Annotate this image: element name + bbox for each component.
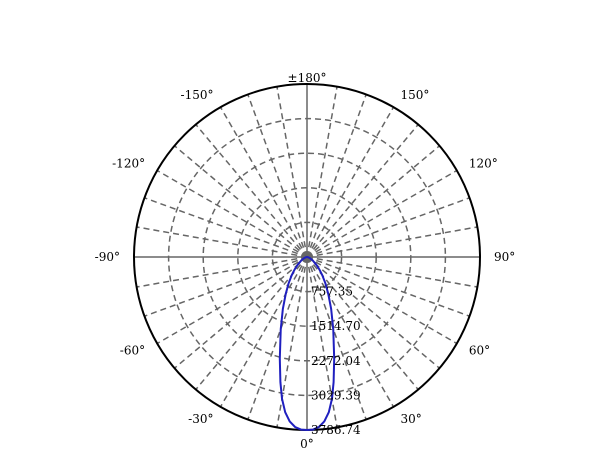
angular-tick-label: 60° xyxy=(469,344,490,358)
grid-spoke xyxy=(156,169,308,258)
radial-tick-label: 757.35 xyxy=(311,285,353,299)
radial-tick-label: 2272.04 xyxy=(311,354,361,368)
radial-tick-label: 1514.70 xyxy=(311,319,361,333)
grid-spoke xyxy=(219,256,308,408)
grid-spoke xyxy=(173,256,308,369)
grid-spoke xyxy=(306,256,458,345)
angular-tick-label: -60° xyxy=(120,344,145,358)
radial-tick-label: 3029.39 xyxy=(311,388,361,402)
grid-spoke xyxy=(306,256,419,391)
grid-spoke xyxy=(306,169,458,258)
grid-spoke xyxy=(306,256,441,369)
series-layer xyxy=(278,256,336,431)
grid-spoke xyxy=(195,256,308,391)
angular-tick-label: -120° xyxy=(112,157,145,171)
grid-spoke xyxy=(144,197,308,258)
grid-spoke xyxy=(306,106,395,258)
angular-tick-label: 120° xyxy=(469,157,498,171)
grid-spoke xyxy=(136,226,308,258)
angular-tick-label: -30° xyxy=(188,412,213,426)
grid-spoke xyxy=(306,226,478,258)
grid-spoke xyxy=(306,86,338,258)
radial-tick-label: 3786.74 xyxy=(311,423,361,437)
grid-spoke xyxy=(306,145,441,258)
angular-tick-label: -150° xyxy=(181,88,214,102)
angular-tick-label: 150° xyxy=(401,88,430,102)
grid-spoke xyxy=(144,256,308,317)
grid-spoke xyxy=(173,145,308,258)
grid-spoke xyxy=(136,256,308,288)
angular-tick-label: ±180° xyxy=(288,71,327,85)
grid-spoke xyxy=(306,256,367,420)
series-line xyxy=(278,256,336,431)
angular-tick-label: 0° xyxy=(300,437,314,451)
grid-spoke xyxy=(306,256,395,408)
grid-spoke xyxy=(219,106,308,258)
grid-spoke xyxy=(156,256,308,345)
grid-spoke xyxy=(306,197,470,258)
angular-tick-label: 30° xyxy=(401,412,422,426)
grid-layer xyxy=(133,83,481,431)
grid-spoke xyxy=(276,86,308,258)
grid-spoke xyxy=(247,94,308,258)
angular-tick-label: -90° xyxy=(95,250,120,264)
grid-spoke xyxy=(306,123,419,258)
angular-tick-label: 90° xyxy=(494,250,515,264)
grid-spoke xyxy=(276,256,308,428)
grid-spoke xyxy=(306,256,470,317)
label-layer: ±180° 150° 120° 90° 60° 30° 0° -30° -60° -90° -120… xyxy=(95,71,516,451)
grid-spoke xyxy=(195,123,308,258)
grid-spoke xyxy=(306,94,367,258)
grid-spoke xyxy=(306,256,478,288)
grid-spoke xyxy=(247,256,308,420)
